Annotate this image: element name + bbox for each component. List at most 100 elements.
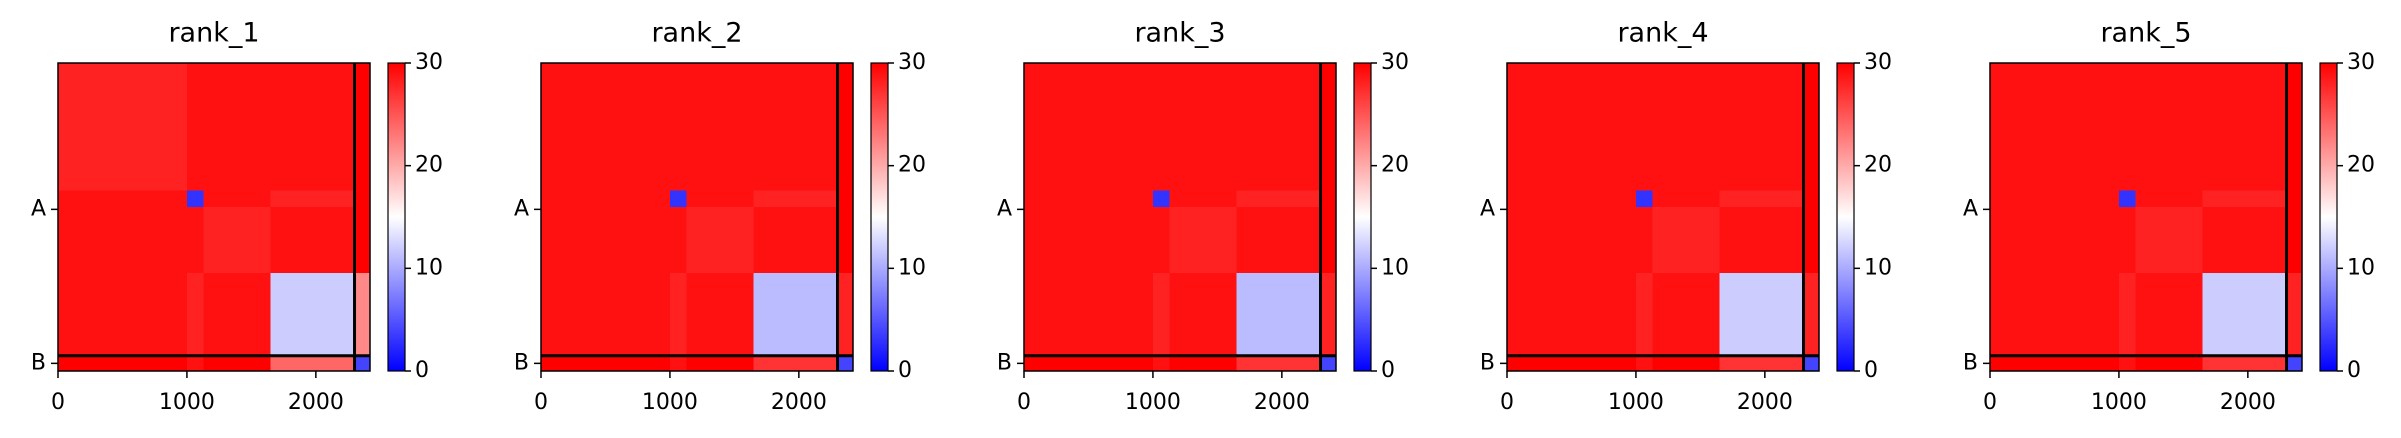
heatmap-cell xyxy=(1152,190,1170,207)
heatmap-cell xyxy=(203,206,271,273)
chart-title: rank_4 xyxy=(1617,18,1708,49)
heatmap-cell xyxy=(1152,273,1170,356)
heatmap-cell xyxy=(2286,355,2302,371)
colorbar xyxy=(2319,62,2338,372)
heatmap-cell xyxy=(1652,206,1720,273)
heatmap-cell xyxy=(58,273,187,356)
heatmap-cell xyxy=(203,63,271,191)
chart-title: rank_1 xyxy=(168,18,259,49)
heatmap-cell xyxy=(354,206,370,273)
y-tick-label: B xyxy=(997,350,1012,375)
colorbar xyxy=(1353,62,1372,372)
heatmap-cell xyxy=(686,355,754,371)
colorbar-tick-label: 10 xyxy=(415,255,443,280)
heatmap-cell xyxy=(1507,273,1636,356)
x-tick-label: 2000 xyxy=(2220,390,2276,415)
y-tick-label: B xyxy=(514,350,529,375)
heatmap-cell xyxy=(837,273,853,356)
colorbar-tick-label: 0 xyxy=(1864,358,1878,383)
heatmap-cell xyxy=(270,206,355,273)
heatmap-cell xyxy=(1507,206,1636,273)
plot-frame xyxy=(57,62,371,372)
colorbar-tick-label: 10 xyxy=(898,255,926,280)
heatmap-cell xyxy=(1635,273,1653,356)
chart-title: rank_3 xyxy=(1134,18,1225,49)
heatmap-cell xyxy=(686,273,754,356)
colorbar-tick-label: 30 xyxy=(415,50,443,75)
heatmap-cell xyxy=(837,63,853,191)
heatmap-cell xyxy=(2118,63,2136,191)
heatmap-cell xyxy=(1635,190,1653,207)
heatmap-cell xyxy=(2135,63,2203,191)
plot-frame xyxy=(540,62,854,372)
colorbar-tick-label: 0 xyxy=(415,358,429,383)
heatmap-cell xyxy=(186,273,204,356)
chart-title: rank_2 xyxy=(651,18,742,49)
colorbar-tick-label: 20 xyxy=(1381,153,1409,178)
colorbar xyxy=(870,62,889,372)
heatmap-cell xyxy=(354,273,370,356)
colorbar-tick-label: 30 xyxy=(2347,50,2375,75)
heatmap-cell xyxy=(1236,190,1321,207)
y-tick-label: B xyxy=(31,350,46,375)
heatmap-cell xyxy=(203,273,271,356)
heatmap-cell xyxy=(1024,206,1153,273)
heatmap-cell xyxy=(1320,190,1336,207)
x-tick-label: 0 xyxy=(1983,390,1997,415)
heatmap-cell xyxy=(1719,190,1804,207)
heatmap-cell xyxy=(354,190,370,207)
y-tick-label: A xyxy=(1963,196,1978,221)
colorbar-tick-label: 20 xyxy=(2347,153,2375,178)
heatmap-cell xyxy=(1236,273,1321,356)
heatmap-cell xyxy=(1990,206,2119,273)
heatmap-cell xyxy=(186,63,204,191)
heatmap-cell xyxy=(2202,190,2287,207)
heatmap-cell xyxy=(270,63,355,191)
heatmap-cell xyxy=(270,355,355,371)
heatmap-cell xyxy=(2135,355,2203,371)
heatmap-cell xyxy=(686,63,754,191)
plot-frame xyxy=(1506,62,1820,372)
heatmap-cell xyxy=(1990,63,2119,191)
heatmap-cell xyxy=(669,206,687,273)
heatmap-cell xyxy=(2135,273,2203,356)
plot-frame xyxy=(1989,62,2303,372)
y-tick-label: B xyxy=(1480,350,1495,375)
heatmap-cell xyxy=(2286,63,2302,191)
heatmap-cell xyxy=(2135,206,2203,273)
plot-frame xyxy=(1023,62,1337,372)
x-tick-label: 2000 xyxy=(288,390,344,415)
colorbar-tick-label: 10 xyxy=(2347,255,2375,280)
heatmap-cell xyxy=(1803,206,1819,273)
heatmap-cell xyxy=(1719,63,1804,191)
heatmap-cell xyxy=(1803,190,1819,207)
heatmap-cell xyxy=(1507,190,1636,207)
colorbar-tick-label: 20 xyxy=(415,153,443,178)
heatmap-cell xyxy=(1635,355,1653,371)
heatmap-cell xyxy=(1320,273,1336,356)
heatmap-cell xyxy=(1803,63,1819,191)
heatmap-cell xyxy=(58,190,187,207)
heatmap-cell xyxy=(58,63,187,191)
heatmap-cell xyxy=(753,206,838,273)
x-tick-label: 0 xyxy=(1500,390,1514,415)
y-tick-label: A xyxy=(997,196,1012,221)
heatmap-cell xyxy=(753,273,838,356)
chart-title: rank_5 xyxy=(2100,18,2191,49)
heatmap-cell xyxy=(686,206,754,273)
colorbar-tick-label: 30 xyxy=(1381,50,1409,75)
heatmap-cell xyxy=(270,190,355,207)
heatmap-cell xyxy=(2286,206,2302,273)
x-tick-label: 1000 xyxy=(2091,390,2147,415)
heatmap-cell xyxy=(837,190,853,207)
heatmap-cell xyxy=(2202,355,2287,371)
colorbar-tick-label: 10 xyxy=(1864,255,1892,280)
heatmap-cell xyxy=(2118,273,2136,356)
heatmap-cell xyxy=(2202,273,2287,356)
heatmap-cell xyxy=(1652,273,1720,356)
heatmap-cell xyxy=(541,355,670,371)
heatmap-cell xyxy=(58,355,187,371)
heatmap-cell xyxy=(1652,190,1720,207)
